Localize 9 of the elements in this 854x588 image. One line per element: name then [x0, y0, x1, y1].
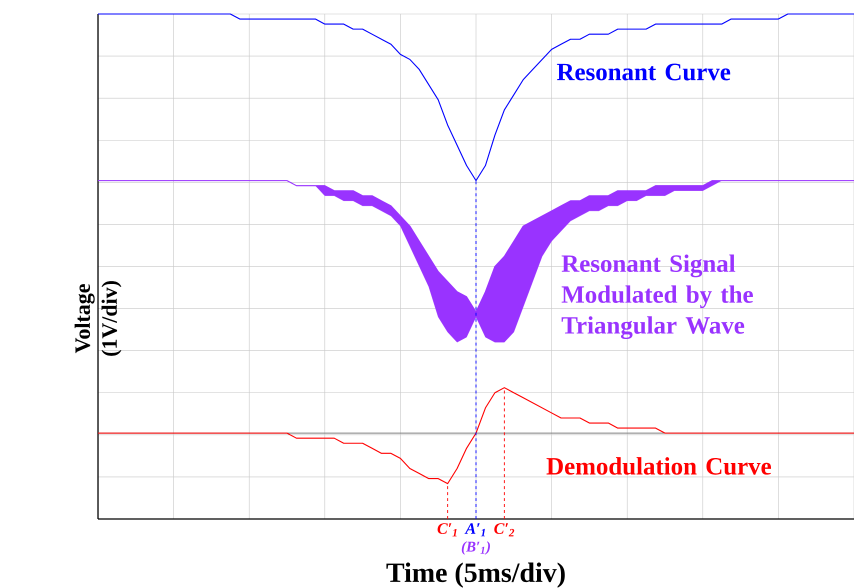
- series-label: Resonant Signal Modulated by the Triangular Wave: [562, 254, 753, 340]
- series-label: Demodulation Curve: [546, 457, 772, 475]
- text: A′$_{1}$: [464, 523, 485, 536]
- x-axis-title: Time (5ms/div): [386, 562, 565, 588]
- text: C′$_{2}$: [494, 523, 514, 536]
- y-axis-title: Voltage (1V/div): [74, 281, 122, 356]
- text: (B′$_{1}$): [462, 541, 490, 555]
- series-label: Resonant Curve: [556, 64, 730, 80]
- text: C′$_{1}$: [438, 523, 457, 536]
